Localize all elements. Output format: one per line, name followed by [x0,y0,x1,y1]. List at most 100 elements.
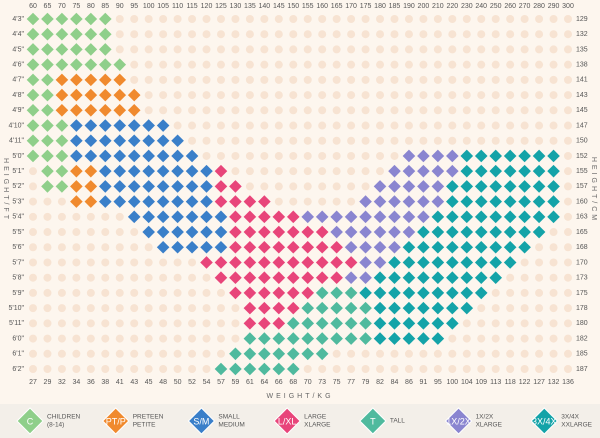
y-label: 4'10" [8,122,24,129]
grid-dot [202,30,211,39]
size-cell [243,286,257,300]
grid-dot [419,106,428,115]
size-cell [127,164,141,178]
grid-dot [303,106,312,115]
size-cell [272,256,286,269]
size-cell [70,195,83,208]
grid-dot [115,30,124,39]
grid-dot [506,106,515,115]
grid-dot [274,30,283,39]
y2-label: 155 [576,168,588,175]
grid-dot [202,45,211,54]
grid-dot [491,121,500,130]
grid-dot [173,288,182,297]
grid-dot [390,30,399,39]
size-cell [41,149,54,163]
size-cell [286,317,300,330]
y2-label: 175 [576,290,588,297]
size-cell [532,164,546,178]
size-cell [315,301,329,315]
size-cell [373,301,387,315]
size-cell [431,210,445,224]
grid-dot [477,91,486,100]
size-cell [127,104,141,117]
legend-swatch [530,407,558,435]
grid-dot [347,75,356,84]
grid-dot [173,273,182,282]
grid-dot [535,288,544,297]
grid-dot [549,91,558,100]
size-cell [84,149,98,163]
grid-dot [390,365,399,373]
size-cell [243,362,257,376]
y2-label: 180 [576,320,588,327]
size-cell [41,104,54,117]
grid-dot [506,15,515,23]
size-cell [518,195,531,208]
x-top-label: 85 [101,3,109,10]
size-cell [330,225,343,239]
grid-dot [29,167,37,176]
size-cell [402,286,416,300]
x-top-label: 120 [201,3,213,10]
grid-dot [549,228,558,237]
grid-dot [318,30,327,39]
size-cell [286,301,300,315]
grid-dot [477,136,486,145]
grid-dot [159,106,168,115]
grid-dot [216,91,225,100]
size-cell [214,256,228,269]
grid-dot [520,349,529,358]
size-cell [26,27,40,41]
grid-dot [520,258,529,267]
grid-dot [564,197,572,206]
size-cell [55,73,69,87]
grid-dot [43,288,52,297]
size-cell [344,210,358,224]
y-label: 6'2" [12,366,24,373]
grid-dot [231,151,240,160]
grid-dot [144,45,153,54]
size-cell [359,271,372,284]
grid-dot [549,319,558,328]
grid-dot [188,75,197,84]
grid-dot [390,121,399,130]
grid-dot [462,15,471,23]
grid-dot [332,30,341,39]
size-cell [243,225,257,239]
grid-dot [549,45,558,54]
grid-dot [188,365,197,373]
legend-code: 1X/2X [446,416,471,426]
grid-dot [347,121,356,130]
grid-dot [347,182,356,191]
grid-dot [376,75,385,84]
size-cell [55,58,69,71]
size-cell [402,164,416,178]
grid-dot [173,15,182,23]
size-cell [503,240,517,254]
size-cell [229,180,242,193]
size-cell [258,271,271,284]
size-cell [272,332,286,345]
grid-dot [216,319,225,328]
grid-dot [347,45,356,54]
grid-dot [57,273,66,282]
x-top-label: 230 [461,3,473,10]
grid-dot [57,319,66,328]
size-cell [417,317,430,330]
size-cell [503,225,517,239]
size-cell [417,332,430,345]
y-axis-label: HEIGHT/FT [2,158,9,222]
y2-label: 185 [576,351,588,358]
grid-dot [535,136,544,145]
size-cell [417,271,430,284]
size-cell [55,180,69,193]
size-cell [547,195,560,208]
grid-dot [491,349,500,358]
size-cell [330,256,343,269]
grid-dot [506,334,515,343]
grid-dot [433,349,442,358]
size-cell [70,180,83,193]
grid-dot [433,30,442,39]
grid-dot [520,288,529,297]
